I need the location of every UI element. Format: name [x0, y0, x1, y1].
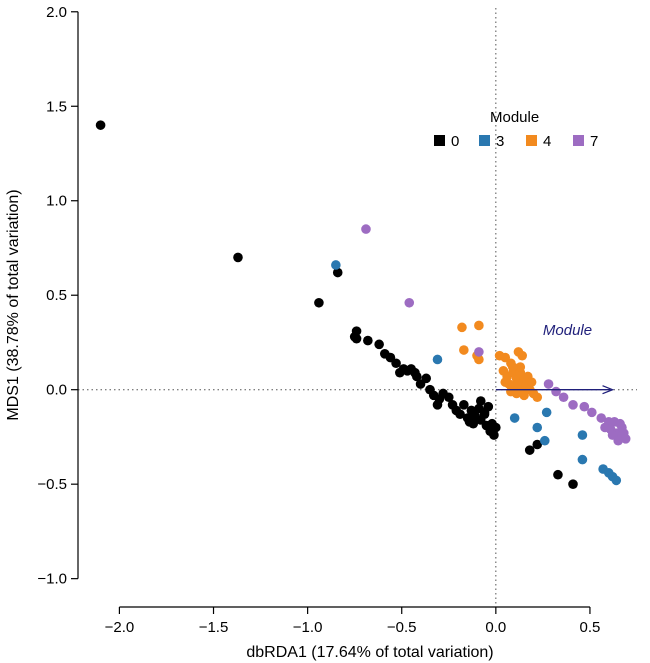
- point-module-0: [314, 297, 324, 308]
- point-module-4: [474, 320, 484, 331]
- point-module-7: [558, 392, 569, 403]
- y-tick-label: −0.5: [37, 476, 67, 493]
- point-module-0: [411, 371, 422, 382]
- y-tick-label: 1.5: [46, 98, 67, 115]
- axes: −2.0 −1.5 −1.0 −0.5 0.0 0.5 −1.0 −0.5 0.0 0.5 1.0 1…: [37, 4, 600, 636]
- point-module-0: [489, 430, 499, 440]
- legend-label-module-4: 4: [543, 133, 551, 150]
- module-vector: Module: [495, 322, 615, 395]
- y-axis-title: MDS1 (38.78% of total variation): [5, 189, 22, 420]
- point-module-0: [432, 400, 443, 410]
- point-module-3: [611, 475, 622, 486]
- legend-swatch-module-4: [526, 135, 537, 146]
- y-tick-label: 1.0: [46, 193, 67, 210]
- point-module-4: [500, 377, 511, 387]
- legend-swatch-module-3: [479, 135, 490, 146]
- point-module-0: [391, 358, 401, 369]
- point-module-0: [351, 333, 362, 344]
- point-module-7: [600, 422, 610, 433]
- point-module-7: [615, 418, 625, 429]
- data-points: [95, 120, 631, 489]
- point-module-3: [509, 413, 520, 423]
- point-module-7: [568, 400, 578, 410]
- zero-reference-lines: [78, 8, 637, 607]
- point-module-0: [95, 120, 106, 130]
- point-module-0: [524, 445, 535, 455]
- point-module-0: [568, 479, 578, 489]
- point-module-4: [526, 377, 537, 387]
- point-module-3: [541, 407, 552, 418]
- point-module-0: [491, 422, 501, 433]
- point-module-4: [517, 350, 527, 361]
- legend-label-module-7: 7: [590, 133, 598, 150]
- point-module-0: [479, 409, 490, 420]
- point-module-0: [483, 401, 494, 412]
- x-tick-label: 0.0: [485, 619, 506, 636]
- point-module-0: [553, 469, 563, 480]
- point-module-7: [596, 413, 607, 423]
- y-tick-label: 0.5: [46, 287, 67, 304]
- y-tick-label: 2.0: [46, 4, 67, 21]
- point-module-4: [457, 322, 467, 333]
- point-module-3: [539, 435, 550, 446]
- point-module-0: [332, 267, 343, 278]
- point-module-0: [475, 396, 486, 406]
- point-module-4: [474, 354, 484, 365]
- point-module-4: [532, 392, 543, 403]
- point-module-7: [587, 407, 597, 418]
- y-tick-label: −1.0: [37, 571, 67, 588]
- point-module-3: [532, 422, 543, 433]
- legend-label-module-0: 0: [451, 133, 459, 150]
- y-tick-label: 0.0: [46, 382, 67, 399]
- point-module-3: [577, 454, 588, 465]
- legend-swatch-module-0: [434, 135, 445, 146]
- point-module-0: [532, 439, 543, 450]
- x-axis-title: dbRDA1 (17.64% of total variation): [246, 644, 493, 661]
- point-module-4: [515, 362, 526, 372]
- legend-swatch-module-7: [573, 135, 584, 146]
- vector-arrowhead: [602, 385, 615, 395]
- x-tick-label: −2.0: [105, 619, 135, 636]
- point-module-3: [577, 430, 588, 440]
- point-module-7: [361, 224, 371, 234]
- point-module-7: [620, 434, 631, 444]
- point-module-0: [443, 392, 454, 403]
- point-module-0: [464, 417, 475, 427]
- legend: Module 0 3 4 7: [434, 109, 598, 150]
- point-module-0: [374, 339, 384, 350]
- point-module-7: [543, 379, 554, 389]
- point-module-4: [519, 390, 529, 401]
- x-tick-label: −1.0: [293, 619, 323, 636]
- point-module-7: [579, 401, 590, 412]
- vector-label: Module: [543, 322, 592, 339]
- point-module-3: [432, 354, 443, 365]
- point-module-0: [421, 373, 431, 384]
- point-module-7: [607, 430, 618, 440]
- point-module-4: [507, 362, 518, 372]
- x-tick-label: −0.5: [387, 619, 417, 636]
- point-module-0: [363, 335, 373, 346]
- point-module-0: [459, 400, 469, 410]
- point-module-7: [474, 347, 484, 357]
- point-module-4: [459, 345, 469, 355]
- legend-label-module-3: 3: [496, 133, 504, 150]
- point-module-0: [455, 409, 465, 420]
- point-module-4: [511, 388, 522, 399]
- x-tick-label: 0.5: [580, 619, 601, 636]
- legend-title: Module: [490, 109, 539, 126]
- point-module-7: [404, 297, 415, 308]
- point-module-0: [233, 252, 243, 263]
- point-module-3: [331, 260, 341, 270]
- x-tick-label: −1.5: [199, 619, 229, 636]
